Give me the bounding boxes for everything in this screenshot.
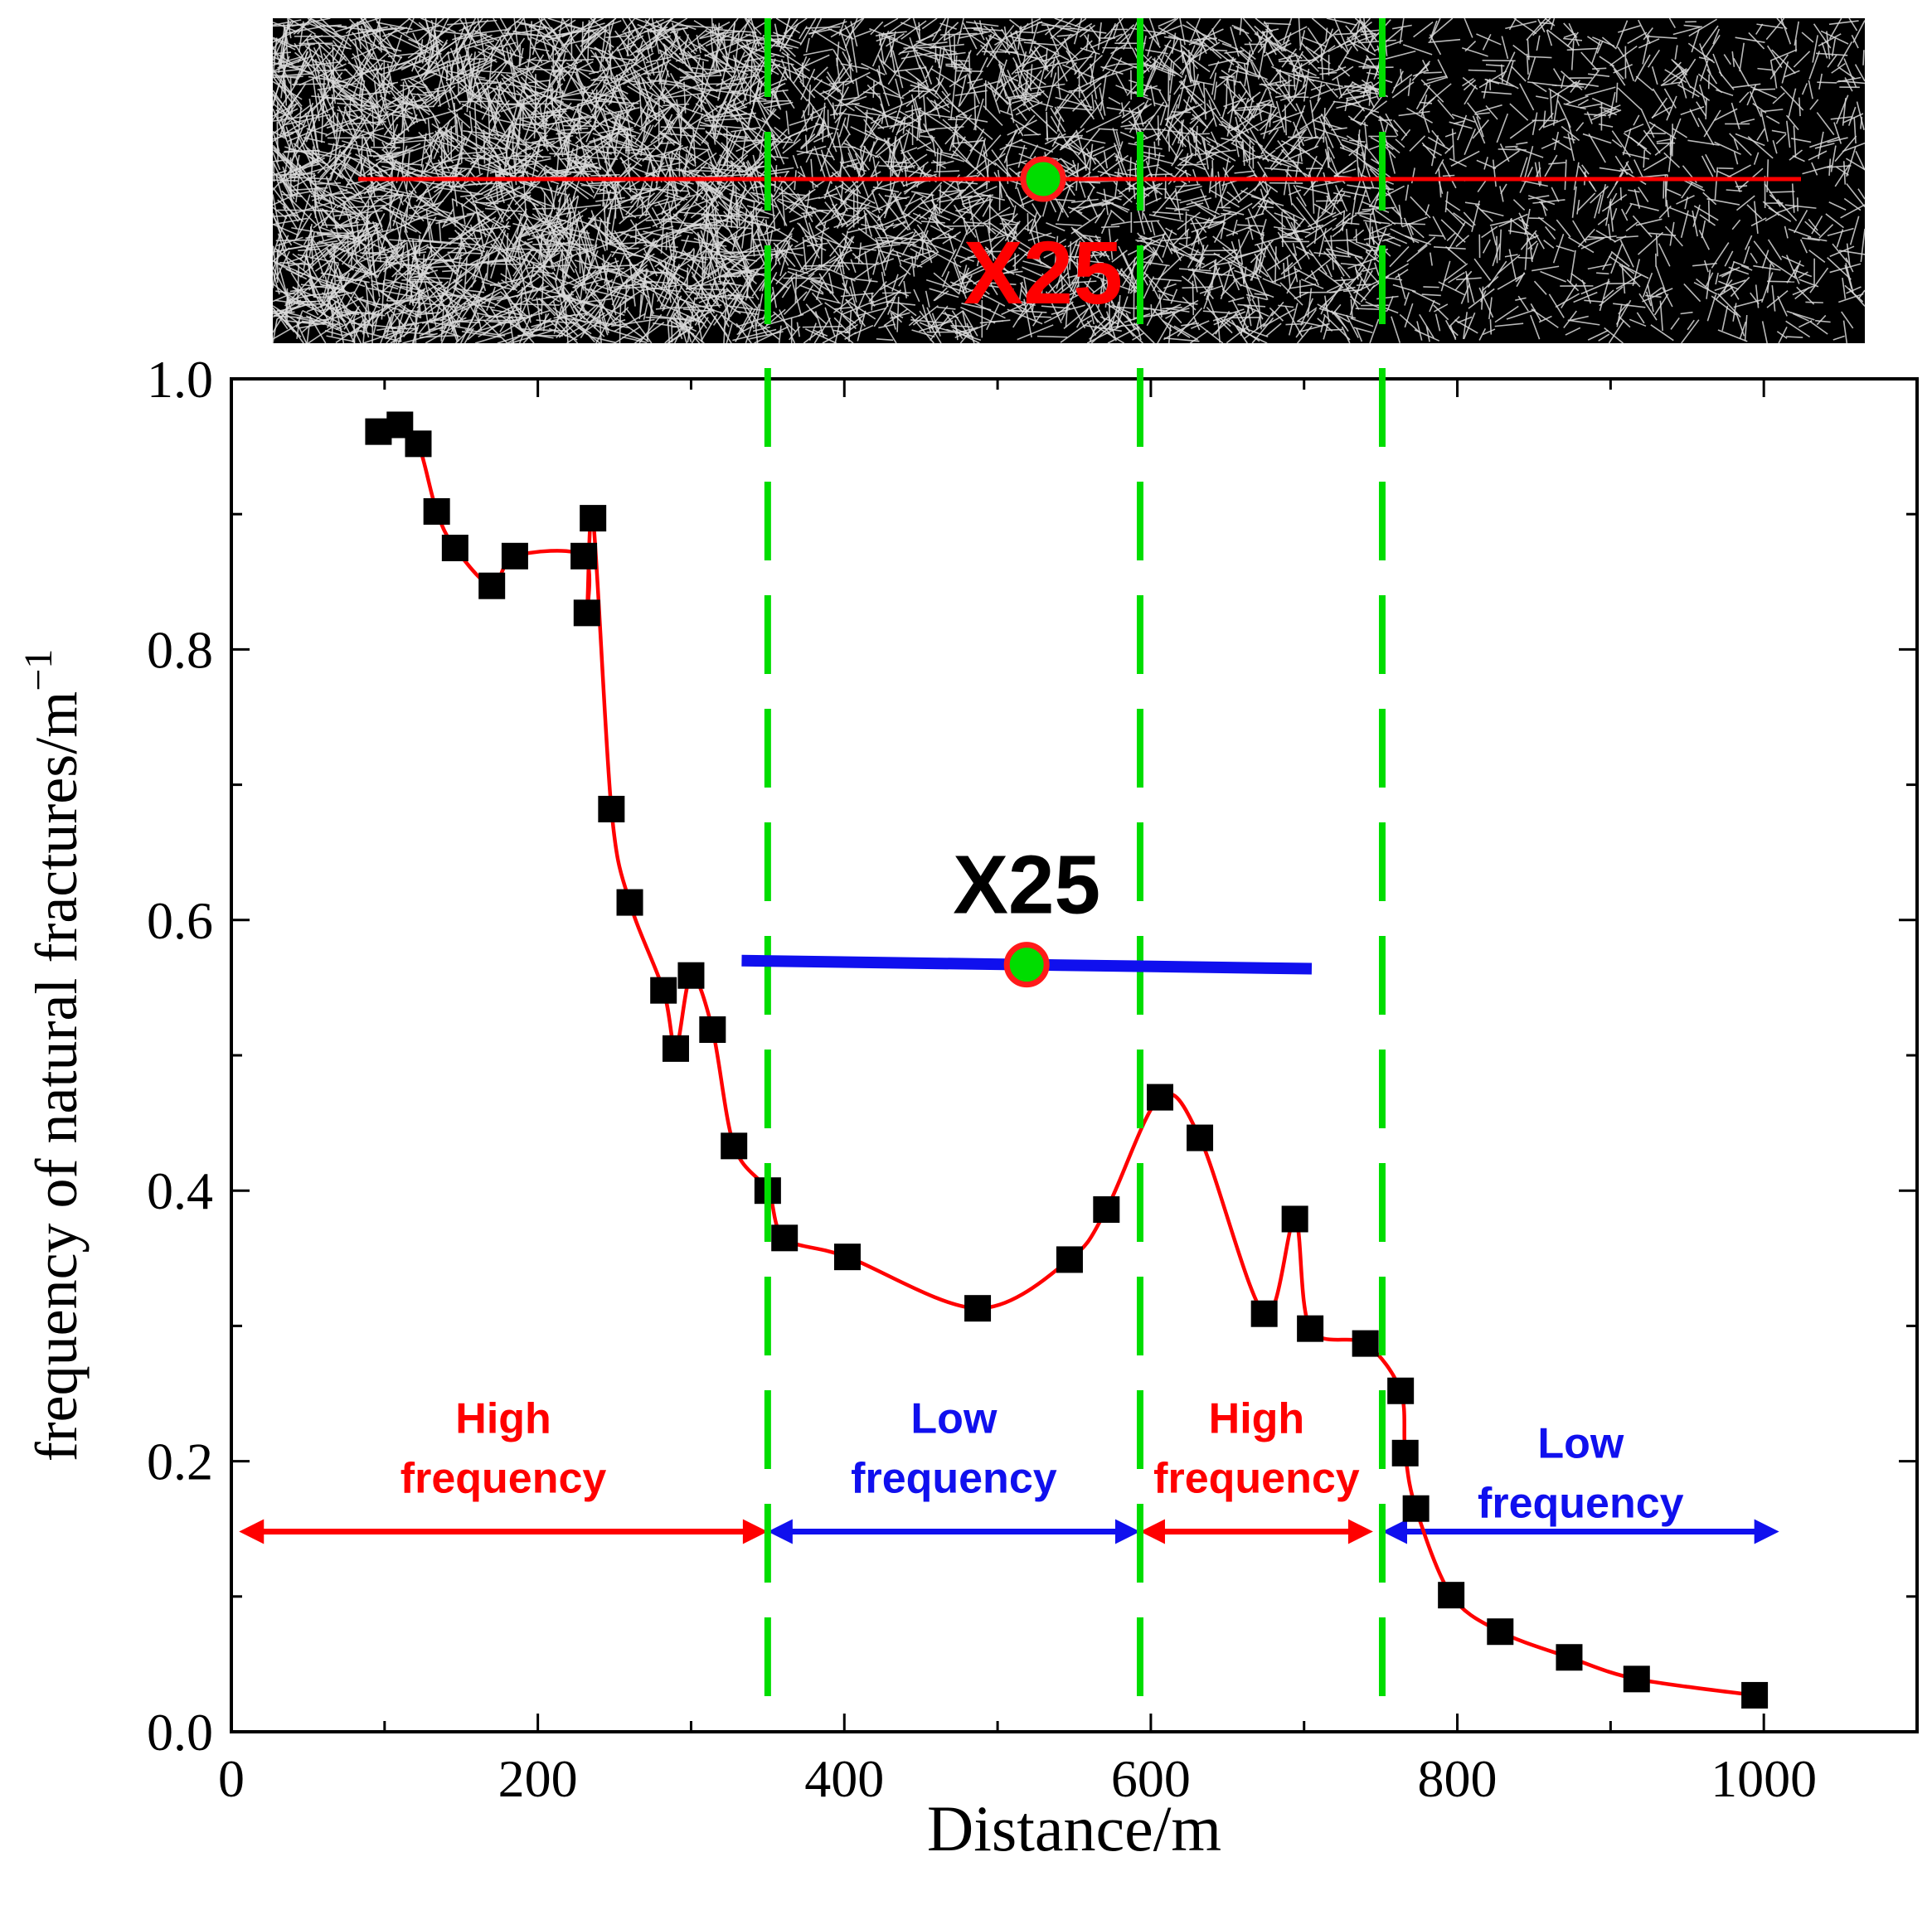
fracture-segment [1767,281,1794,282]
fracture-segment [873,80,874,98]
fracture-segment [512,124,513,154]
fracture-segment [1192,133,1209,134]
fracture-segment [1718,168,1733,169]
fracture-segment [822,239,823,269]
fracture-segment [1221,214,1236,215]
fracture-segment [1226,76,1227,109]
fracture-segment [712,18,713,36]
fracture-segment [535,74,536,112]
fracture-segment [818,265,844,266]
fracture-segment [1362,67,1393,68]
fracture-segment [273,180,298,181]
fracture-segment [687,268,688,289]
fracture-segment [619,303,620,343]
fracture-segment [922,232,923,255]
fracture-segment [1032,18,1033,33]
fracture-segment [1046,112,1047,141]
fracture-segment [1135,163,1136,177]
fracture-segment [1212,160,1213,177]
fracture-segment [1643,150,1644,167]
fracture-segment [1192,281,1193,315]
fracture-segment [877,238,906,239]
fracture-segment [937,148,938,172]
fracture-segment [347,238,348,257]
fracture-segment [277,122,278,162]
fracture-segment [1180,164,1206,165]
fracture-segment [313,297,337,298]
fracture-segment [666,232,667,250]
fracture-segment [1069,90,1085,91]
fracture-segment [545,192,546,215]
fracture-segment [1275,246,1276,283]
fracture-segment [919,22,920,40]
fracture-segment [582,22,583,51]
fracture-segment [909,91,930,92]
fracture-segment [407,282,443,283]
fracture-segment [1596,273,1609,274]
fracture-segment [532,244,561,245]
fracture-segment [1150,174,1172,175]
fracture-segment [1497,236,1498,264]
fracture-segment [1169,130,1170,152]
fracture-segment [846,208,870,209]
fracture-segment [532,208,560,209]
fracture-segment [1171,112,1191,113]
fracture-segment [1158,115,1159,145]
fracture-segment [1234,77,1235,98]
fracture-map-inset: X25 [273,18,1865,343]
fracture-segment [335,197,362,198]
